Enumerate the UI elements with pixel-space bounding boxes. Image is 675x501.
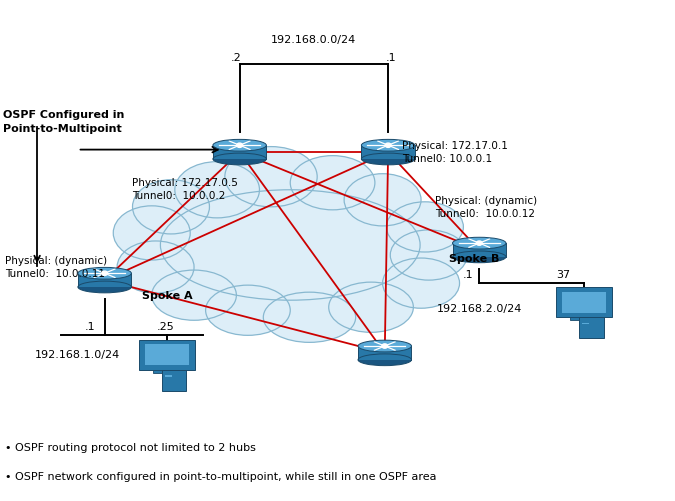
Text: .25: .25 <box>157 322 174 332</box>
Text: Physical: 172.17.0.5
Tunnel0:  10.0.0.2: Physical: 172.17.0.5 Tunnel0: 10.0.0.2 <box>132 178 238 201</box>
Text: .1: .1 <box>84 322 95 332</box>
Ellipse shape <box>344 174 421 226</box>
Text: .1: .1 <box>386 53 397 63</box>
Ellipse shape <box>358 341 412 352</box>
Ellipse shape <box>161 190 420 301</box>
FancyBboxPatch shape <box>153 370 181 373</box>
Ellipse shape <box>329 283 413 333</box>
Ellipse shape <box>113 206 190 261</box>
Text: 37: 37 <box>557 269 570 279</box>
Ellipse shape <box>78 268 132 280</box>
FancyBboxPatch shape <box>358 346 412 360</box>
Ellipse shape <box>361 140 415 152</box>
Circle shape <box>477 241 482 246</box>
FancyBboxPatch shape <box>583 323 589 325</box>
Ellipse shape <box>132 180 209 234</box>
Text: Physical: (dynamic)
Tunnel0:  10.0.0.11: Physical: (dynamic) Tunnel0: 10.0.0.11 <box>5 256 107 279</box>
FancyBboxPatch shape <box>562 292 605 313</box>
FancyBboxPatch shape <box>579 318 603 339</box>
FancyBboxPatch shape <box>145 345 188 366</box>
FancyBboxPatch shape <box>165 375 171 377</box>
Ellipse shape <box>213 154 267 165</box>
Text: • OSPF network configured in point-to-multipoint, while still in one OSPF area: • OSPF network configured in point-to-mu… <box>5 471 437 481</box>
Text: OSPF Configured in
Point-to-Multipoint: OSPF Configured in Point-to-Multipoint <box>3 110 125 133</box>
Ellipse shape <box>452 238 506 249</box>
Ellipse shape <box>152 271 236 321</box>
Text: 192.168.2.0/24: 192.168.2.0/24 <box>437 303 522 313</box>
Ellipse shape <box>206 286 290 336</box>
Ellipse shape <box>386 202 463 253</box>
Ellipse shape <box>213 140 267 152</box>
FancyBboxPatch shape <box>556 287 612 318</box>
FancyBboxPatch shape <box>162 370 186 391</box>
Text: Physical: 172.17.0.1
Tunnel0: 10.0.0.1: Physical: 172.17.0.1 Tunnel0: 10.0.0.1 <box>402 140 508 163</box>
Ellipse shape <box>452 252 506 263</box>
Circle shape <box>237 144 242 148</box>
Text: 192.168.0.0/24: 192.168.0.0/24 <box>271 35 356 45</box>
FancyBboxPatch shape <box>452 243 506 258</box>
Text: 192.168.1.0/24: 192.168.1.0/24 <box>35 350 120 360</box>
Ellipse shape <box>78 282 132 293</box>
FancyBboxPatch shape <box>213 146 267 160</box>
Text: .2: .2 <box>231 53 242 63</box>
FancyBboxPatch shape <box>138 340 195 370</box>
Text: Physical: (dynamic)
Tunnel0:  10.0.0.12: Physical: (dynamic) Tunnel0: 10.0.0.12 <box>435 195 537 218</box>
Circle shape <box>382 344 387 349</box>
Text: Spoke B: Spoke B <box>449 253 500 263</box>
Circle shape <box>102 272 107 276</box>
Ellipse shape <box>361 154 415 165</box>
Text: Spoke A: Spoke A <box>142 291 192 301</box>
FancyBboxPatch shape <box>78 274 132 288</box>
Circle shape <box>385 144 391 148</box>
Ellipse shape <box>175 162 259 218</box>
Ellipse shape <box>263 293 356 343</box>
Ellipse shape <box>117 241 194 294</box>
Text: .1: .1 <box>462 269 473 279</box>
Text: • OSPF routing protocol not limited to 2 hubs: • OSPF routing protocol not limited to 2… <box>5 442 256 452</box>
Ellipse shape <box>225 147 317 207</box>
FancyBboxPatch shape <box>361 146 415 160</box>
Ellipse shape <box>390 230 467 281</box>
FancyBboxPatch shape <box>570 317 598 321</box>
Ellipse shape <box>290 156 375 210</box>
Ellipse shape <box>383 259 460 309</box>
Ellipse shape <box>358 354 412 366</box>
